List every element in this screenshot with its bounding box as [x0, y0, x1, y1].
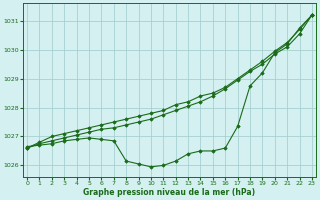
X-axis label: Graphe pression niveau de la mer (hPa): Graphe pression niveau de la mer (hPa) — [84, 188, 256, 197]
